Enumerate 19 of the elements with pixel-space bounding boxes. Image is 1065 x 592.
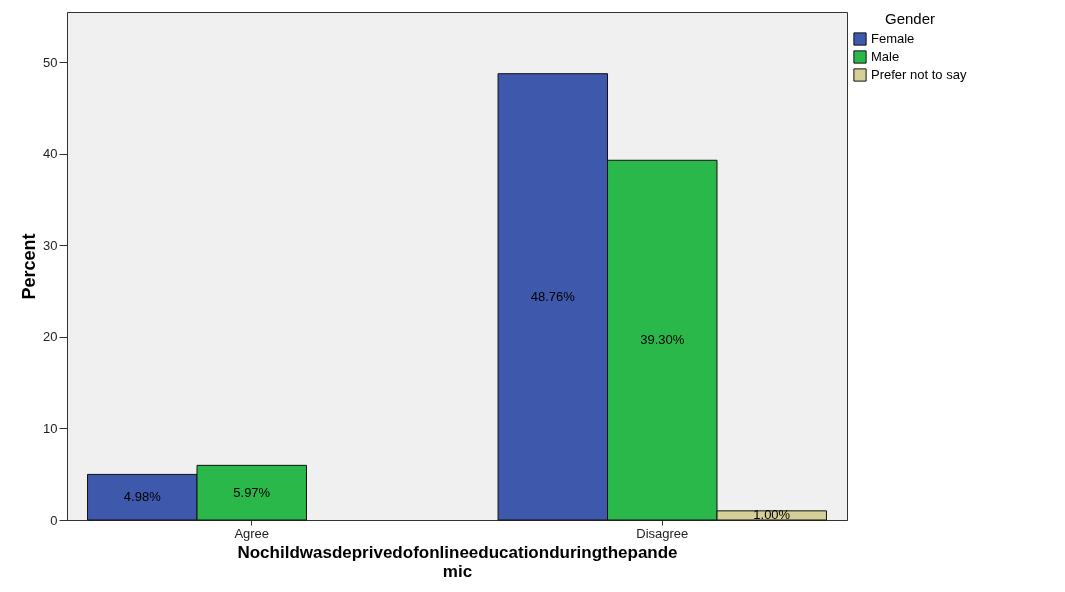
y-tick-label: 50 bbox=[43, 54, 58, 70]
legend-label: Female bbox=[871, 31, 915, 46]
x-tick-label: Disagree bbox=[636, 525, 689, 541]
y-tick-label: 0 bbox=[50, 512, 58, 528]
data-label: 5.97% bbox=[233, 484, 271, 500]
legend-label: Prefer not to say bbox=[871, 67, 967, 82]
y-tick-label: 10 bbox=[43, 420, 58, 436]
y-tick-label: 40 bbox=[43, 146, 58, 162]
legend-title: Gender bbox=[884, 10, 936, 27]
y-tick-label: 30 bbox=[43, 237, 58, 253]
y-tick-label: 20 bbox=[43, 329, 58, 345]
legend-label: Male bbox=[871, 49, 900, 64]
data-label: 4.98% bbox=[123, 489, 162, 505]
data-label: 39.30% bbox=[640, 332, 685, 348]
x-axis-title: Nochildwasdeprivedofonlineeducationduringthepandemic bbox=[237, 542, 678, 581]
x-tick-label: Agree bbox=[234, 525, 270, 541]
y-axis-title: Percent bbox=[19, 233, 40, 300]
data-label: 1.00% bbox=[753, 507, 791, 523]
data-label: 48.76% bbox=[530, 288, 576, 304]
